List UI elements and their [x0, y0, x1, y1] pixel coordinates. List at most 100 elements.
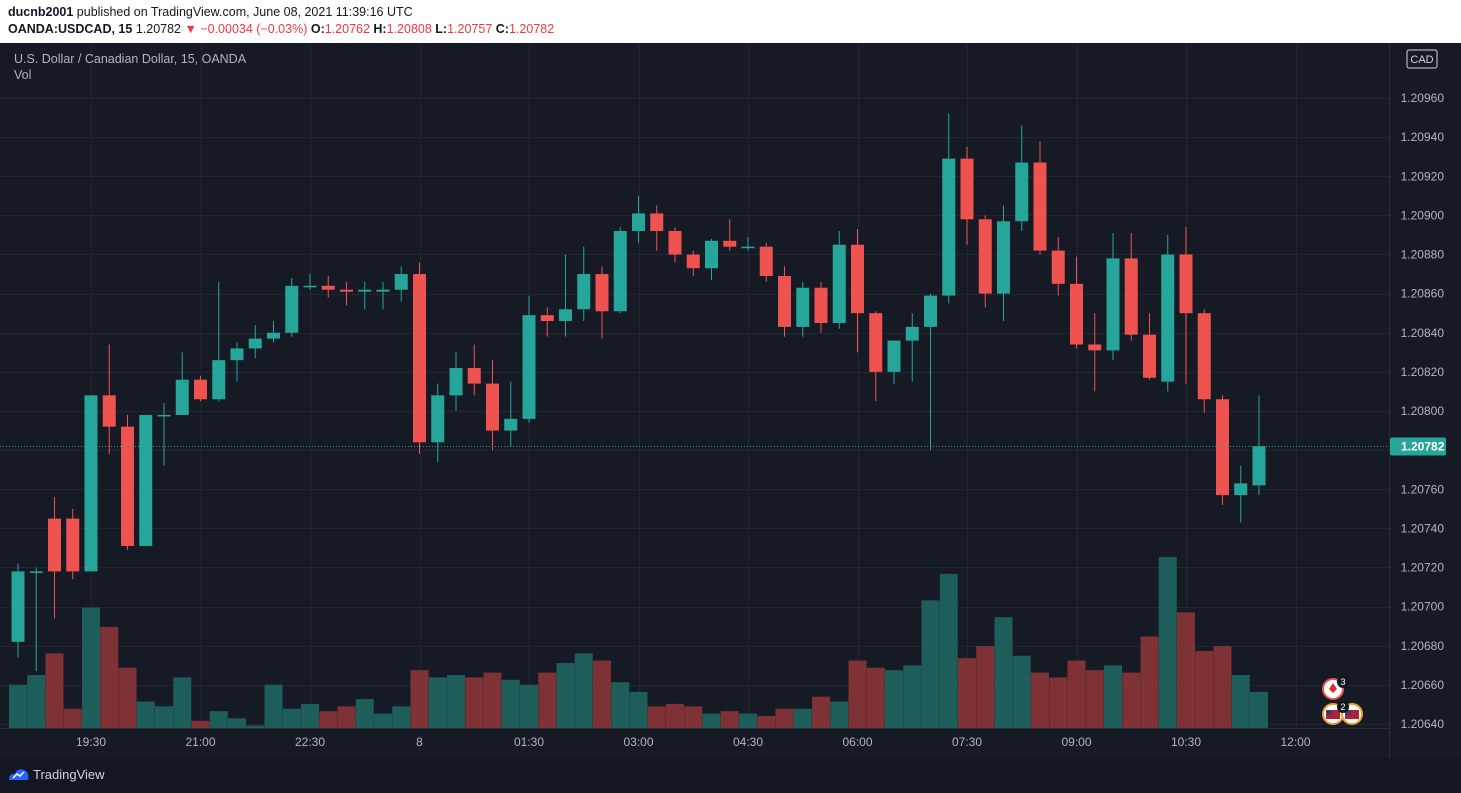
candle[interactable]: [321, 276, 335, 298]
candle[interactable]: [595, 266, 609, 339]
candle[interactable]: [668, 227, 682, 263]
volume-bar: [355, 699, 374, 728]
volume-bar: [246, 725, 265, 728]
candle[interactable]: [1070, 256, 1083, 349]
candle[interactable]: [997, 205, 1010, 322]
candle[interactable]: [1161, 234, 1175, 392]
candle[interactable]: [650, 205, 664, 251]
candle-body: [1216, 399, 1229, 496]
candle[interactable]: [613, 227, 627, 314]
candle-body: [723, 240, 737, 247]
candle[interactable]: [559, 254, 572, 337]
candle-body: [1088, 344, 1102, 351]
candle[interactable]: [887, 340, 901, 384]
candle[interactable]: [796, 281, 810, 337]
candle[interactable]: [285, 277, 299, 337]
candle[interactable]: [577, 246, 591, 322]
candle-body: [121, 426, 134, 546]
candle[interactable]: [540, 307, 554, 337]
price-chart[interactable]: 1.20960 1.20940 1.20920 1.20900 1.20880 1.208…: [0, 43, 1461, 758]
candle[interactable]: [121, 414, 134, 550]
open-label: O:: [310, 22, 325, 36]
candle[interactable]: [394, 266, 408, 302]
candle[interactable]: [1124, 232, 1138, 341]
candle[interactable]: [449, 352, 463, 411]
candle[interactable]: [102, 344, 116, 455]
candle[interactable]: [1033, 141, 1047, 255]
volume-bar: [775, 708, 794, 728]
candle[interactable]: [1088, 313, 1102, 392]
tradingview-logo-icon[interactable]: [8, 767, 30, 781]
candle[interactable]: [467, 344, 481, 396]
candle[interactable]: [632, 195, 645, 243]
candle[interactable]: [1252, 395, 1266, 496]
candle[interactable]: [778, 266, 791, 337]
candle[interactable]: [851, 229, 864, 353]
event-badges[interactable]: 3 2: [1322, 676, 1363, 725]
volume-bar: [812, 696, 830, 728]
candle[interactable]: [431, 383, 445, 462]
author-name[interactable]: ducnb2001: [8, 5, 74, 19]
candle[interactable]: [869, 311, 883, 402]
candle[interactable]: [741, 236, 755, 251]
candle[interactable]: [504, 381, 518, 447]
canada-event-badge[interactable]: 3: [1322, 676, 1349, 700]
candle-body: [869, 313, 883, 372]
candle[interactable]: [139, 414, 153, 546]
candle[interactable]: [248, 324, 262, 359]
candle[interactable]: [814, 281, 828, 333]
candle-body: [413, 274, 426, 443]
us-event-badge[interactable]: 2: [1322, 701, 1363, 725]
candle[interactable]: [413, 262, 426, 455]
candle[interactable]: [157, 403, 171, 466]
volume-bar: [538, 672, 557, 728]
candle[interactable]: [175, 352, 189, 415]
candle[interactable]: [978, 215, 992, 308]
candle[interactable]: [705, 238, 718, 280]
candle[interactable]: [340, 281, 353, 306]
time-axis[interactable]: 19:30 21:00 22:30 8 01:30 03:00 04:30 06:00 07:3…: [76, 735, 1311, 749]
volume-bar: [374, 713, 392, 728]
candle[interactable]: [942, 113, 956, 304]
candle[interactable]: [1143, 313, 1156, 380]
candle-body: [942, 158, 956, 296]
volume-legend[interactable]: Vol: [14, 68, 32, 82]
candle[interactable]: [1234, 465, 1248, 523]
candle[interactable]: [1015, 125, 1029, 232]
candle[interactable]: [358, 281, 372, 310]
candle[interactable]: [924, 293, 937, 451]
candle[interactable]: [1179, 227, 1193, 384]
candle[interactable]: [960, 146, 974, 245]
candle[interactable]: [522, 295, 536, 423]
candle[interactable]: [84, 395, 98, 572]
candle[interactable]: [486, 360, 499, 451]
candle[interactable]: [267, 321, 280, 343]
candle[interactable]: [212, 281, 226, 402]
candle[interactable]: [1216, 395, 1229, 505]
candle[interactable]: [194, 375, 207, 402]
series-title[interactable]: U.S. Dollar / Canadian Dollar, 15, OANDA: [14, 52, 247, 66]
current-price-label: 1.20782: [1401, 440, 1445, 454]
candle[interactable]: [759, 242, 773, 282]
candle[interactable]: [66, 508, 80, 580]
candle[interactable]: [1051, 236, 1065, 296]
brand-name[interactable]: TradingView: [33, 767, 105, 782]
candle-body: [431, 395, 445, 443]
candle[interactable]: [230, 342, 244, 382]
candle[interactable]: [723, 219, 737, 251]
candle[interactable]: [11, 563, 25, 658]
candle[interactable]: [303, 274, 317, 290]
candle-body: [559, 309, 572, 322]
volume-bar: [209, 711, 228, 728]
candle[interactable]: [29, 567, 43, 672]
currency-badge[interactable]: CAD: [1406, 49, 1438, 69]
candle[interactable]: [1197, 309, 1211, 413]
candle[interactable]: [48, 497, 61, 619]
currency-label: CAD: [1410, 54, 1433, 66]
candle[interactable]: [376, 281, 390, 310]
candle[interactable]: [905, 313, 919, 382]
candle[interactable]: [832, 231, 846, 329]
volume-bar: [793, 708, 812, 728]
candle[interactable]: [1106, 232, 1120, 361]
candle[interactable]: [686, 250, 700, 277]
